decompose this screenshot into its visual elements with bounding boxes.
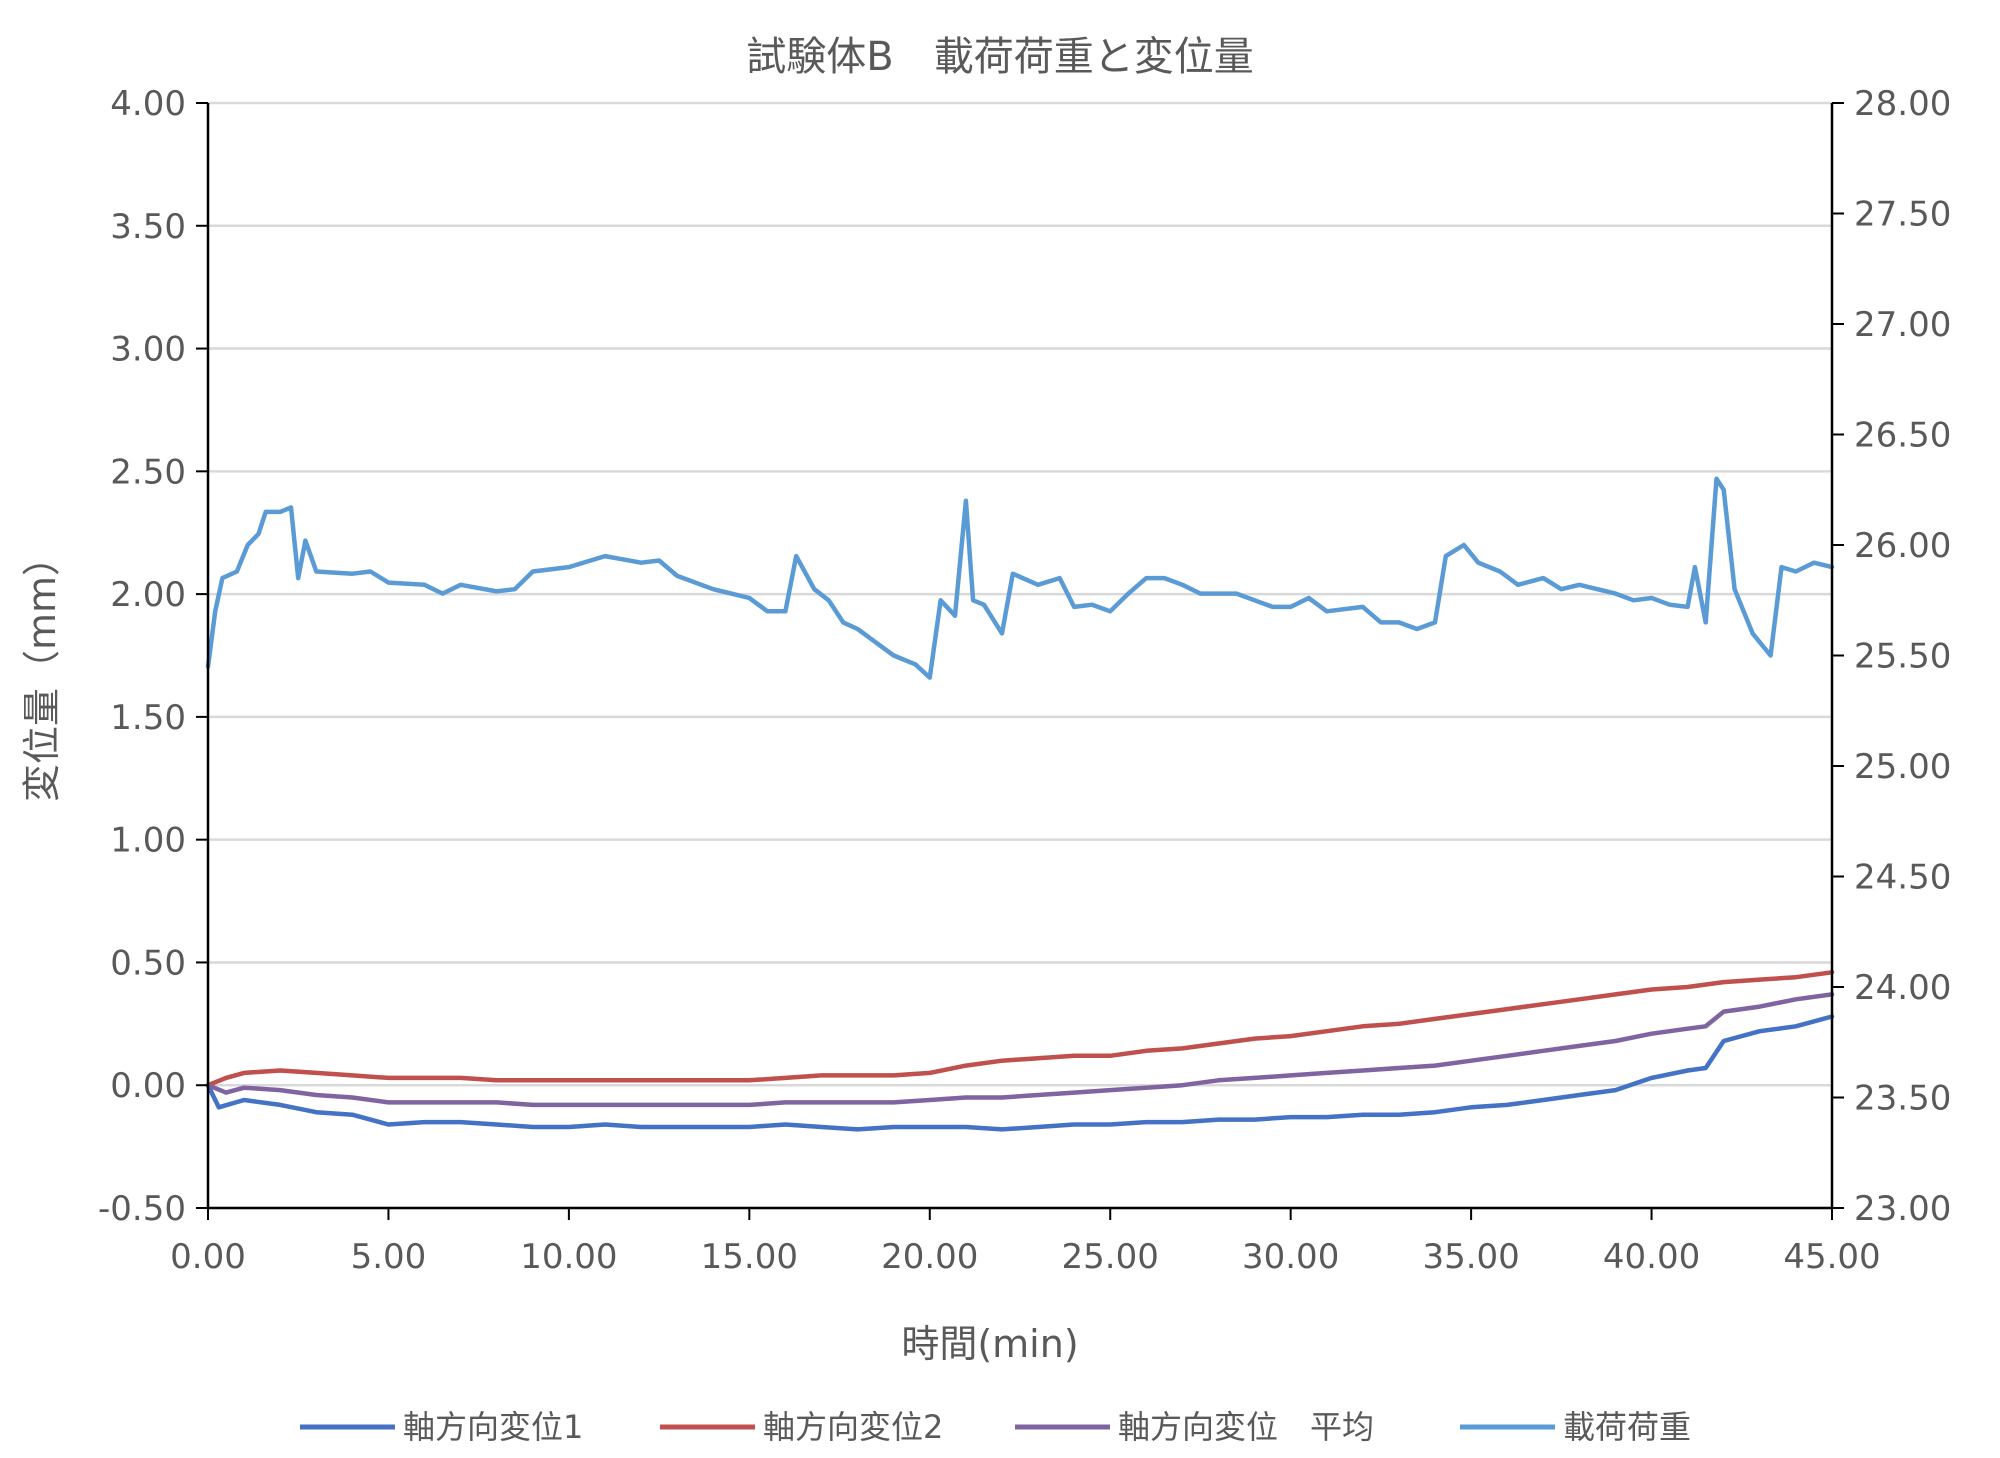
legend-label-2: 軸方向変位2 (763, 1408, 943, 1446)
y-tick-label: -0.50 (98, 1189, 186, 1229)
series-lines (205, 476, 1835, 1132)
y2-tick-label: 27.50 (1854, 195, 1951, 235)
series-line-2 (205, 970, 1835, 1088)
y-tick-label: 1.00 (110, 821, 186, 861)
y2-tick-label: 28.00 (1854, 84, 1951, 124)
x-tick-label: 25.00 (1062, 1237, 1159, 1277)
x-tick-label: 30.00 (1242, 1237, 1339, 1277)
y-tick-label: 3.00 (110, 330, 186, 370)
y-tick-label: 0.00 (110, 1066, 186, 1106)
y2-tick-label: 24.00 (1854, 968, 1951, 1008)
tick-labels: -0.50 0.00 0.50 1.00 1.50 2.00 2.50 3.00 3.50 4.0… (98, 84, 1951, 1277)
chart-title: 試験体B 載荷荷重と変位量 (746, 34, 1253, 80)
y2-tick-label: 24.50 (1854, 858, 1951, 898)
gridlines (208, 101, 1832, 1210)
x-tick-label: 5.00 (351, 1237, 427, 1277)
axes (196, 102, 1844, 1220)
y-axis-title: 変位量（mm） (20, 538, 64, 802)
y-tick-label: 2.50 (110, 452, 186, 492)
y2-tick-label: 23.50 (1854, 1079, 1951, 1119)
series-line-4 (205, 476, 1835, 680)
legend: 軸方向変位1 軸方向変位2 軸方向変位 平均 載荷荷重 (300, 1408, 1691, 1446)
x-axis-title: 時間(min) (901, 1322, 1078, 1366)
series-line-1 (205, 1014, 1835, 1132)
legend-label-3: 軸方向変位 平均 (1118, 1408, 1374, 1446)
legend-label-4: 載荷荷重 (1563, 1408, 1691, 1446)
y-tick-label: 1.50 (110, 698, 186, 738)
y2-tick-label: 27.00 (1854, 305, 1951, 345)
x-tick-label: 20.00 (881, 1237, 978, 1277)
y2-tick-label: 25.50 (1854, 637, 1951, 677)
y2-tick-label: 26.00 (1854, 526, 1951, 566)
x-tick-label: 15.00 (701, 1237, 798, 1277)
y2-tick-label: 23.00 (1854, 1189, 1951, 1229)
x-tick-label: 0.00 (170, 1237, 246, 1277)
x-tick-label: 45.00 (1783, 1237, 1880, 1277)
y-tick-label: 3.50 (110, 207, 186, 247)
legend-label-1: 軸方向変位1 (403, 1408, 583, 1446)
x-tick-label: 35.00 (1422, 1237, 1519, 1277)
y-tick-label: 4.00 (110, 84, 186, 124)
y-tick-label: 2.00 (110, 575, 186, 615)
y2-tick-label: 25.00 (1854, 747, 1951, 787)
y2-tick-label: 26.50 (1854, 416, 1951, 456)
x-tick-label: 10.00 (520, 1237, 617, 1277)
x-tick-label: 40.00 (1603, 1237, 1700, 1277)
y-tick-label: 0.50 (110, 943, 186, 983)
series-line-3 (205, 992, 1835, 1108)
